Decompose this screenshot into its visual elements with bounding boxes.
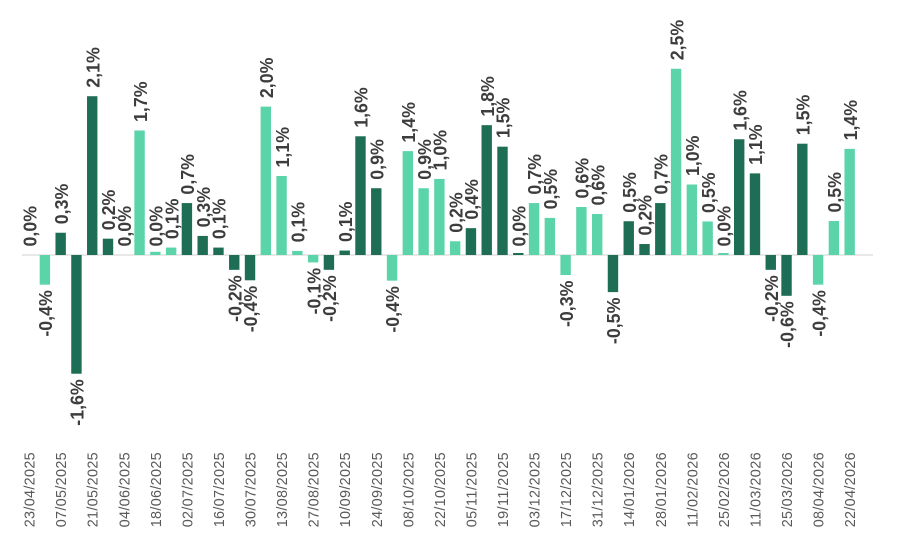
svg-text:-0,5%: -0,5% xyxy=(603,298,624,345)
svg-text:0,5%: 0,5% xyxy=(540,169,561,210)
svg-text:-0,4%: -0,4% xyxy=(240,286,261,333)
svg-text:2,0%: 2,0% xyxy=(256,58,277,99)
svg-text:-0,1%: -0,1% xyxy=(303,268,324,315)
svg-text:1,1%: 1,1% xyxy=(272,127,293,168)
svg-text:08/04/2026: 08/04/2026 xyxy=(812,452,828,527)
svg-text:23/04/2025: 23/04/2025 xyxy=(23,452,39,527)
svg-text:0,2%: 0,2% xyxy=(98,190,119,231)
svg-text:1,6%: 1,6% xyxy=(351,87,372,128)
svg-text:13/08/2025: 13/08/2025 xyxy=(275,452,291,527)
svg-text:04/06/2025: 04/06/2025 xyxy=(117,452,133,527)
svg-text:11/02/2026: 11/02/2026 xyxy=(685,452,701,527)
svg-text:0,0%: 0,0% xyxy=(714,206,735,247)
svg-text:1,4%: 1,4% xyxy=(840,100,861,141)
svg-text:2,1%: 2,1% xyxy=(82,47,103,88)
svg-text:30/07/2025: 30/07/2025 xyxy=(244,452,260,527)
svg-text:0,2%: 0,2% xyxy=(635,195,656,236)
svg-text:0,7%: 0,7% xyxy=(524,154,545,195)
svg-text:10/09/2025: 10/09/2025 xyxy=(338,452,354,527)
svg-text:0,4%: 0,4% xyxy=(461,179,482,220)
svg-text:0,9%: 0,9% xyxy=(414,139,435,180)
svg-text:28/01/2026: 28/01/2026 xyxy=(654,452,670,527)
svg-text:22/04/2026: 22/04/2026 xyxy=(843,452,859,527)
svg-text:21/05/2025: 21/05/2025 xyxy=(86,452,102,527)
svg-text:02/07/2025: 02/07/2025 xyxy=(180,452,196,527)
svg-text:0,7%: 0,7% xyxy=(651,154,672,195)
svg-text:0,2%: 0,2% xyxy=(445,192,466,233)
svg-text:0,0%: 0,0% xyxy=(146,206,167,247)
svg-text:0,7%: 0,7% xyxy=(177,154,198,195)
svg-text:1,6%: 1,6% xyxy=(729,90,750,131)
svg-text:05/11/2025: 05/11/2025 xyxy=(464,452,480,527)
svg-text:22/10/2025: 22/10/2025 xyxy=(433,452,449,527)
svg-text:-0,6%: -0,6% xyxy=(777,301,798,348)
svg-text:1,7%: 1,7% xyxy=(130,81,151,122)
svg-text:0,0%: 0,0% xyxy=(508,206,529,247)
svg-text:0,1%: 0,1% xyxy=(335,202,356,243)
svg-text:0,6%: 0,6% xyxy=(587,165,608,206)
svg-text:0,5%: 0,5% xyxy=(619,172,640,213)
svg-text:0,1%: 0,1% xyxy=(209,199,230,240)
svg-text:18/06/2025: 18/06/2025 xyxy=(149,452,165,527)
svg-text:07/05/2025: 07/05/2025 xyxy=(54,452,70,527)
svg-text:-0,2%: -0,2% xyxy=(319,275,340,322)
svg-text:0,5%: 0,5% xyxy=(698,172,719,213)
svg-text:1,8%: 1,8% xyxy=(477,76,498,117)
svg-text:1,5%: 1,5% xyxy=(493,98,514,139)
svg-text:25/03/2026: 25/03/2026 xyxy=(780,452,796,527)
svg-text:1,0%: 1,0% xyxy=(430,130,451,171)
svg-text:-0,4%: -0,4% xyxy=(808,290,829,337)
svg-text:1,4%: 1,4% xyxy=(398,102,419,143)
svg-text:0,1%: 0,1% xyxy=(288,202,309,243)
svg-text:0,6%: 0,6% xyxy=(572,158,593,199)
svg-text:08/10/2025: 08/10/2025 xyxy=(401,452,417,527)
svg-text:17/12/2025: 17/12/2025 xyxy=(559,452,575,527)
svg-text:1,1%: 1,1% xyxy=(745,124,766,165)
svg-text:-0,2%: -0,2% xyxy=(224,275,245,322)
svg-text:1,5%: 1,5% xyxy=(793,95,814,136)
svg-text:0,0%: 0,0% xyxy=(114,206,135,247)
svg-text:19/11/2025: 19/11/2025 xyxy=(496,452,512,527)
svg-text:0,5%: 0,5% xyxy=(824,172,845,213)
svg-text:1,0%: 1,0% xyxy=(682,136,703,177)
svg-text:03/12/2025: 03/12/2025 xyxy=(528,452,544,527)
svg-text:-0,4%: -0,4% xyxy=(382,286,403,333)
svg-text:-0,2%: -0,2% xyxy=(761,275,782,322)
svg-text:31/12/2025: 31/12/2025 xyxy=(591,452,607,527)
svg-text:-0,4%: -0,4% xyxy=(35,290,56,337)
svg-text:11/03/2026: 11/03/2026 xyxy=(748,452,764,527)
svg-text:0,3%: 0,3% xyxy=(193,187,214,228)
svg-text:16/07/2025: 16/07/2025 xyxy=(212,452,228,527)
svg-text:27/08/2025: 27/08/2025 xyxy=(307,452,323,527)
svg-text:0,0%: 0,0% xyxy=(19,206,40,247)
svg-text:2,5%: 2,5% xyxy=(666,20,687,61)
svg-text:0,1%: 0,1% xyxy=(161,199,182,240)
svg-text:25/02/2026: 25/02/2026 xyxy=(717,452,733,527)
svg-text:0,9%: 0,9% xyxy=(366,139,387,180)
svg-text:-0,3%: -0,3% xyxy=(556,281,577,328)
svg-text:24/09/2025: 24/09/2025 xyxy=(370,452,386,527)
svg-text:-1,6%: -1,6% xyxy=(67,379,88,426)
svg-text:14/01/2026: 14/01/2026 xyxy=(622,452,638,527)
svg-text:0,3%: 0,3% xyxy=(51,184,72,225)
